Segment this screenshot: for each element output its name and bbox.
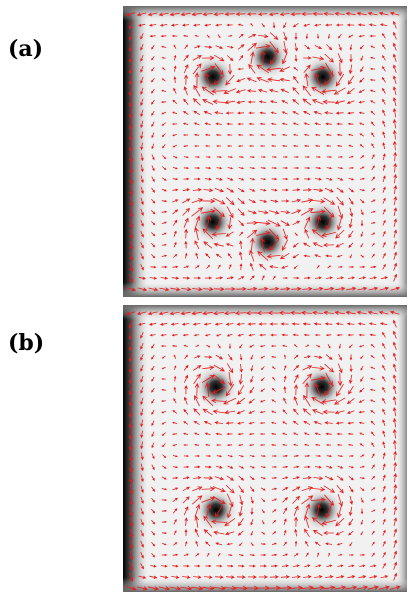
vortex-core <box>189 53 237 101</box>
vortex-core <box>244 218 292 266</box>
vortex-core <box>299 198 347 246</box>
vortex-core <box>298 486 346 534</box>
panel-label: (b) <box>8 330 44 356</box>
vortex-core <box>244 33 292 81</box>
panel-label: (a) <box>8 36 43 62</box>
vector-field <box>125 310 401 591</box>
edge-shade <box>123 305 407 592</box>
vortex-core <box>192 486 240 534</box>
vortex-core <box>299 53 347 101</box>
vector-field <box>125 11 401 292</box>
